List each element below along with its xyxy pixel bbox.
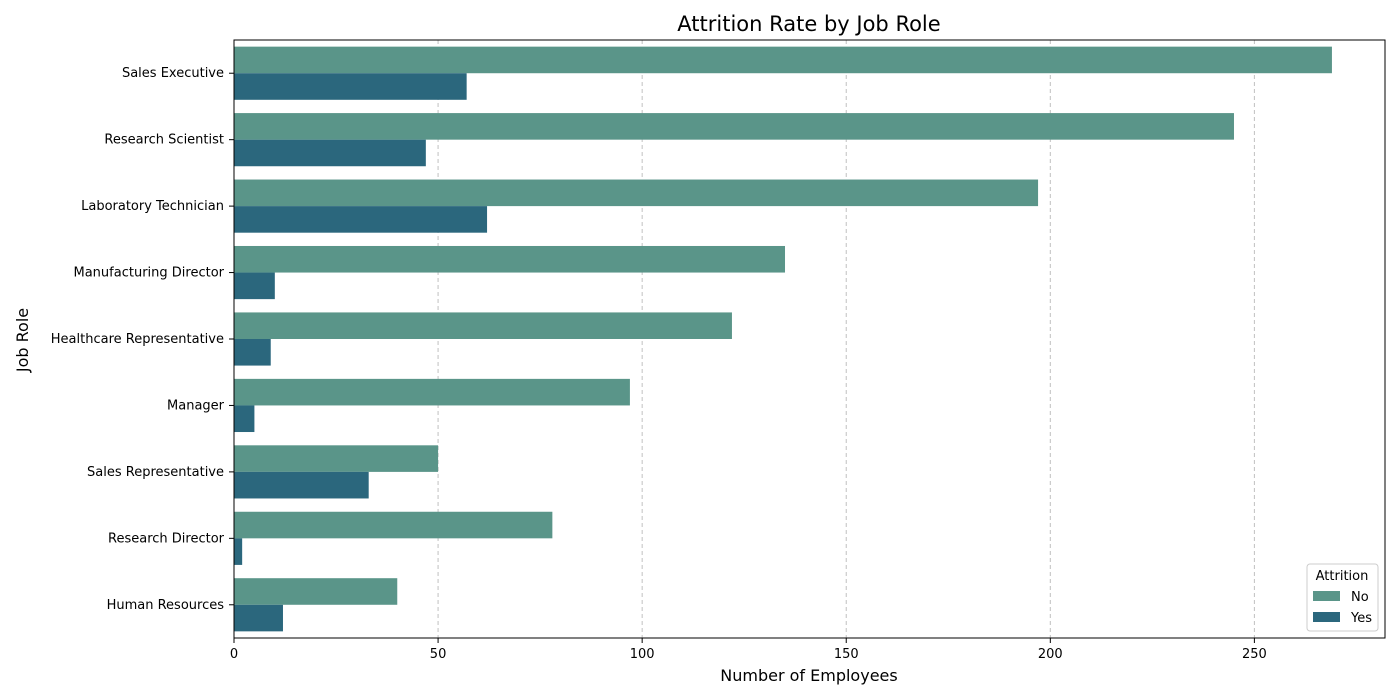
x-tick-label: 100 bbox=[630, 647, 655, 662]
x-tick-label: 50 bbox=[430, 647, 447, 662]
y-tick-label: Human Resources bbox=[107, 598, 225, 613]
bar-no bbox=[234, 445, 439, 472]
bar-no bbox=[234, 578, 398, 605]
bar-yes bbox=[234, 604, 283, 632]
y-tick-label: Research Scientist bbox=[104, 133, 224, 148]
axes-layer: Sales Executive Research Scientist Laborat… bbox=[51, 39, 1386, 662]
legend-label-no: No bbox=[1351, 590, 1369, 605]
bar-yes bbox=[234, 272, 275, 300]
legend-swatch-no bbox=[1313, 591, 1340, 601]
bar-yes bbox=[234, 471, 369, 499]
y-tick-label: Research Director bbox=[108, 531, 225, 546]
x-tick-label: 250 bbox=[1242, 647, 1267, 662]
x-tick-label: 150 bbox=[834, 647, 859, 662]
y-tick-label: Healthcare Representative bbox=[51, 332, 224, 347]
legend-label-yes: Yes bbox=[1350, 611, 1372, 626]
x-tick-label: 0 bbox=[230, 647, 238, 662]
legend-title: Attrition bbox=[1316, 569, 1369, 584]
bar-yes bbox=[234, 538, 243, 565]
y-tick-label: Manufacturing Director bbox=[74, 266, 225, 281]
bar-no bbox=[234, 378, 630, 406]
legend-swatch-yes bbox=[1313, 612, 1340, 622]
bar-no bbox=[234, 312, 732, 339]
bar-yes bbox=[234, 339, 271, 366]
bar-no bbox=[234, 179, 1039, 207]
bars-layer bbox=[234, 46, 1332, 632]
legend: Attrition No Yes bbox=[1306, 563, 1379, 632]
y-tick-label: Sales Executive bbox=[122, 66, 224, 81]
y-tick-label: Laboratory Technician bbox=[81, 199, 224, 214]
bar-no bbox=[234, 46, 1332, 74]
bar-no bbox=[234, 511, 553, 539]
bar-yes bbox=[234, 206, 488, 233]
y-tick-label: Manager bbox=[167, 398, 225, 413]
bar-yes bbox=[234, 405, 255, 433]
y-tick-label: Sales Representative bbox=[87, 465, 224, 480]
chart-title: Attrition Rate by Job Role bbox=[677, 12, 940, 36]
bar-yes bbox=[234, 139, 426, 167]
bar-no bbox=[234, 245, 786, 273]
x-tick-label: 200 bbox=[1038, 647, 1063, 662]
bar-no bbox=[234, 113, 1234, 140]
x-axis-title: Number of Employees bbox=[720, 666, 897, 685]
plot-frame bbox=[233, 39, 1386, 639]
bar-yes bbox=[234, 73, 467, 100]
y-axis-title: Job Role bbox=[13, 308, 32, 373]
